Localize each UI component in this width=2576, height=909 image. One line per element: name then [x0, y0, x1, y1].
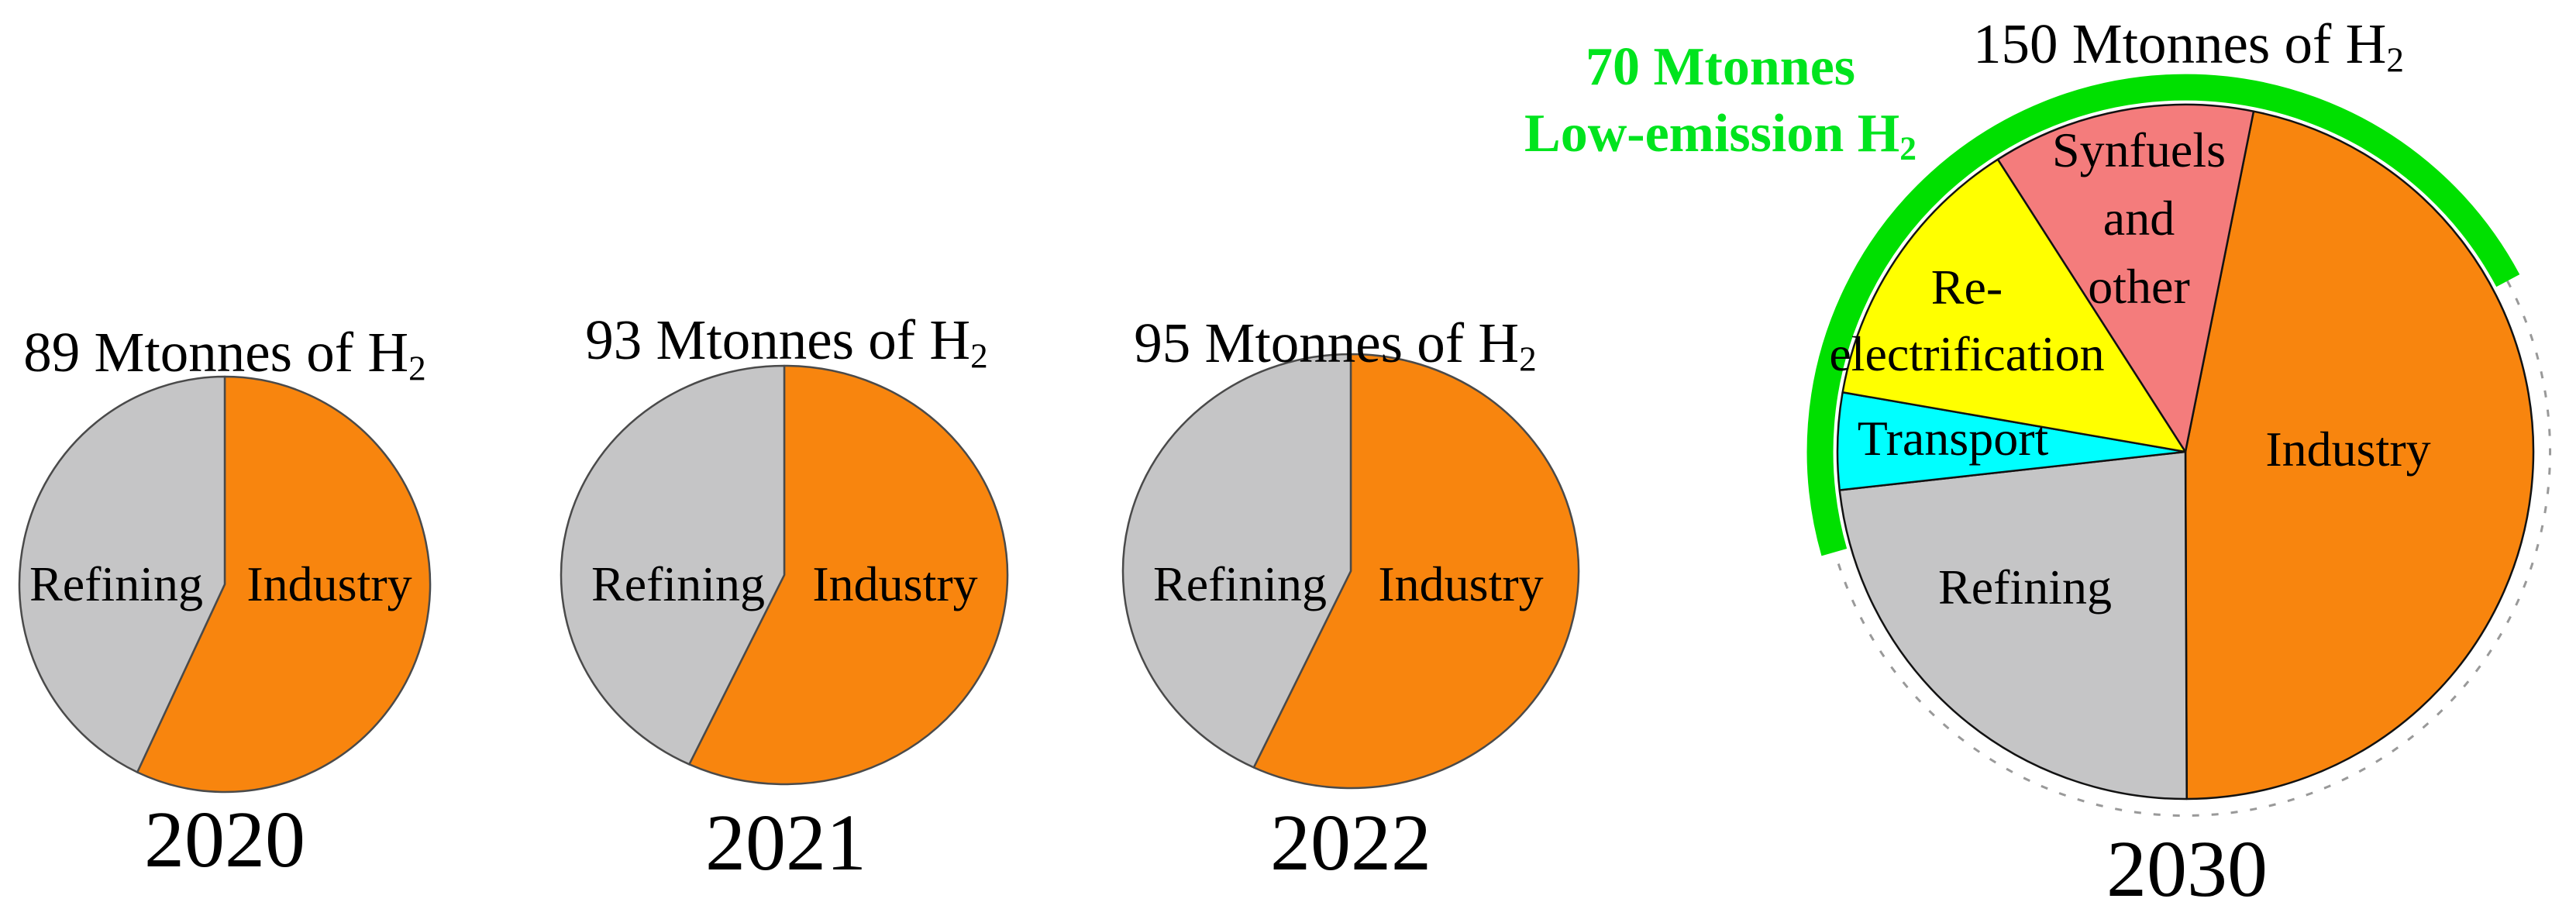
- pie-2030-title: 150 Mtonnes of H2: [1973, 12, 2404, 77]
- pie-2030-label-transport: Transport: [1857, 411, 2049, 466]
- pie-2022-slice-industry: [1252, 353, 1580, 790]
- pie-2030-title-text: 150 Mtonnes of H: [1973, 12, 2387, 75]
- pie-2020-slice-refining: [18, 375, 226, 773]
- pie-2021-label-industry: Industry: [812, 556, 978, 611]
- pie-2021-year-label: 2021: [705, 798, 866, 887]
- reelec-label-line1: Re-: [1930, 260, 2003, 315]
- pie-2030: [1806, 74, 2552, 818]
- pie-2020-title-text: 89 Mtonnes of H: [23, 321, 409, 384]
- pie-2030-year-label: 2030: [2106, 825, 2268, 909]
- pie-2020-label-refining: Refining: [29, 556, 203, 611]
- low-emission-annotation-line1: 70 Mtonnes: [1585, 37, 1856, 97]
- pie-2021-slice-industry: [688, 364, 1009, 786]
- pie-2021-title-subscript: 2: [970, 336, 988, 376]
- low-emission-annotation-line2: Low-emission H2: [1524, 101, 1917, 167]
- pie-2022: [1121, 353, 1580, 790]
- low-emission-annotation-subscript: 2: [1899, 129, 1917, 167]
- pie-2022-title-subscript: 2: [1519, 339, 1537, 379]
- pie-2021: [560, 364, 1009, 786]
- pie-2030-slice-re-electrification: [1841, 158, 2187, 453]
- pie-2022-title-text: 95 Mtonnes of H: [1134, 312, 1520, 374]
- pie-2022-slice-refining: [1121, 353, 1352, 769]
- pie-2020-year-label: 2020: [144, 795, 305, 884]
- low-emission-annotation-line2-text: Low-emission H: [1524, 104, 1900, 164]
- pie-2020-label-industry: Industry: [246, 556, 412, 611]
- pie-2030-slice-synfuels-and-other: [1996, 103, 2255, 453]
- pie-2030-label-refining: Refining: [1938, 560, 2112, 615]
- pie-2020-title-subscript: 2: [408, 349, 426, 388]
- reelec-label-line2: electrification: [1829, 326, 2105, 381]
- pie-2021-slice-refining: [560, 364, 786, 766]
- pie-2030-slice-industry: [2184, 110, 2535, 801]
- pie-2030-label-synfuels-and-other: Synfuels and other: [2052, 116, 2226, 321]
- pie-2021-label-refining: Refining: [591, 556, 765, 611]
- synfuels-label-line2: and: [2102, 191, 2175, 246]
- pie-2022-label-refining: Refining: [1153, 556, 1327, 611]
- pie-2030-dashed-outline: [1834, 280, 2552, 818]
- synfuels-label-line1: Synfuels: [2052, 122, 2226, 177]
- pie-2022-label-industry: Industry: [1378, 556, 1544, 611]
- pie-2030-title-subscript: 2: [2386, 40, 2404, 80]
- pie-2020: [18, 375, 432, 794]
- pie-2021-title-text: 93 Mtonnes of H: [585, 308, 971, 371]
- low-emission-annotation: 70 Mtonnes Low-emission H2: [1524, 34, 1917, 167]
- pie-2022-year-label: 2022: [1270, 798, 1431, 887]
- pie-2020-slice-industry: [136, 375, 432, 794]
- pie-2030-label-re-electrification: Re- electrification: [1829, 254, 2104, 387]
- pie-2030-slice-refining: [1838, 450, 2188, 801]
- synfuels-label-line3: other: [2088, 259, 2190, 314]
- pie-2030-label-industry: Industry: [2265, 422, 2431, 477]
- pie-2020-title: 89 Mtonnes of H2: [23, 324, 425, 386]
- pie-2022-title: 95 Mtonnes of H2: [1134, 312, 1536, 377]
- pie-2021-title: 93 Mtonnes of H2: [585, 312, 987, 374]
- pie-2030-low-emission-arc: [1806, 74, 2520, 556]
